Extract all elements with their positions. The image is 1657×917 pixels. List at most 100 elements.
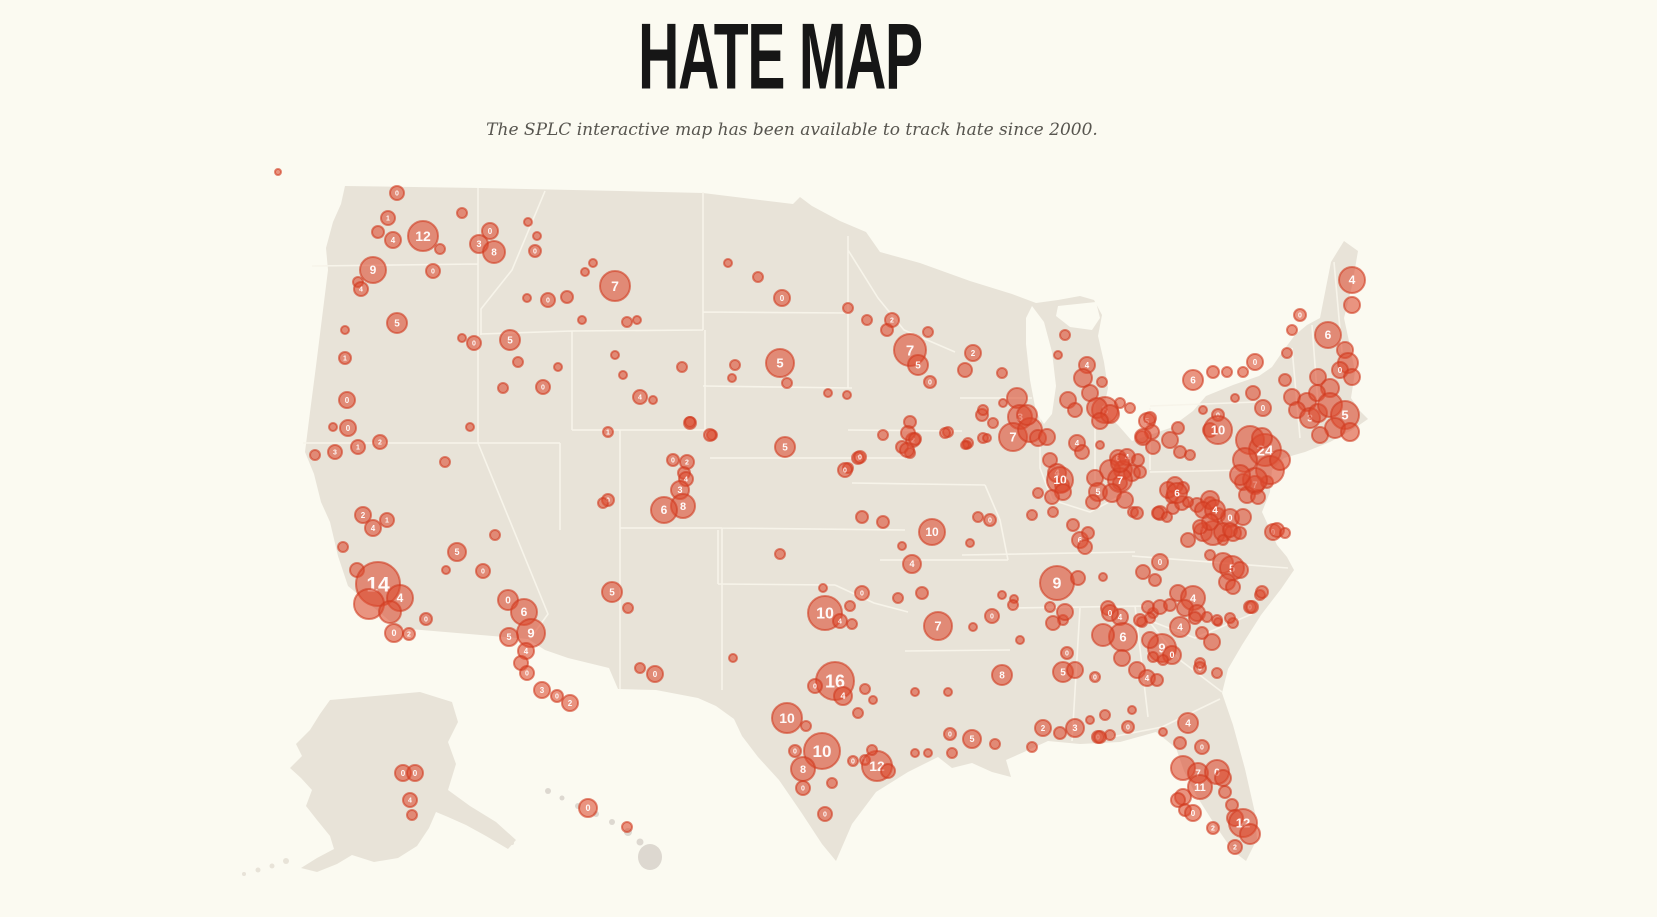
hate-group-marker[interactable] bbox=[622, 602, 634, 614]
hate-group-marker[interactable] bbox=[847, 755, 859, 767]
hate-group-marker[interactable] bbox=[1145, 439, 1161, 455]
hate-group-marker[interactable] bbox=[599, 270, 631, 302]
hate-group-marker[interactable] bbox=[852, 707, 864, 719]
hate-group-marker[interactable] bbox=[1141, 631, 1159, 649]
hate-group-marker[interactable] bbox=[1233, 526, 1247, 540]
hate-group-marker[interactable] bbox=[846, 618, 858, 630]
hate-group-marker[interactable] bbox=[774, 436, 796, 458]
hate-group-marker[interactable] bbox=[1170, 792, 1186, 808]
hate-group-marker[interactable] bbox=[1066, 518, 1080, 532]
hate-group-marker[interactable] bbox=[482, 240, 506, 264]
hate-group-marker[interactable] bbox=[892, 592, 904, 604]
hate-group-marker[interactable] bbox=[855, 510, 869, 524]
hate-group-marker[interactable] bbox=[728, 653, 738, 663]
hate-group-marker[interactable] bbox=[729, 359, 741, 371]
hate-group-marker[interactable] bbox=[773, 289, 791, 307]
hate-group-marker[interactable] bbox=[765, 348, 795, 378]
hate-group-marker[interactable] bbox=[610, 350, 620, 360]
hate-group-marker[interactable] bbox=[522, 293, 532, 303]
hate-group-marker[interactable] bbox=[817, 806, 833, 822]
hate-group-marker[interactable] bbox=[790, 756, 816, 782]
hate-group-marker[interactable] bbox=[1124, 402, 1136, 414]
hate-group-marker[interactable] bbox=[338, 351, 352, 365]
hate-group-marker[interactable] bbox=[1201, 611, 1213, 623]
hate-group-marker[interactable] bbox=[1077, 539, 1093, 555]
hate-group-marker[interactable] bbox=[1204, 549, 1216, 561]
hate-group-marker[interactable] bbox=[456, 207, 468, 219]
hate-group-marker[interactable] bbox=[1245, 600, 1259, 614]
hate-group-marker[interactable] bbox=[441, 565, 451, 575]
hate-group-marker[interactable] bbox=[826, 777, 838, 789]
hate-group-marker[interactable] bbox=[402, 792, 418, 808]
hate-group-marker[interactable] bbox=[1059, 329, 1071, 341]
hate-group-marker[interactable] bbox=[1269, 449, 1291, 471]
hate-group-marker[interactable] bbox=[1053, 726, 1067, 740]
hate-group-marker[interactable] bbox=[1203, 415, 1233, 445]
hate-group-marker[interactable] bbox=[447, 542, 467, 562]
hate-group-marker[interactable] bbox=[923, 748, 933, 758]
hate-group-marker[interactable] bbox=[532, 231, 542, 241]
hate-group-marker[interactable] bbox=[807, 678, 823, 694]
hate-group-marker[interactable] bbox=[364, 519, 382, 537]
hate-group-marker[interactable] bbox=[774, 548, 786, 560]
hate-group-marker[interactable] bbox=[389, 185, 405, 201]
hate-group-marker[interactable] bbox=[1143, 411, 1157, 425]
hate-group-marker[interactable] bbox=[519, 665, 535, 681]
hate-group-marker[interactable] bbox=[1184, 449, 1196, 461]
hate-group-marker[interactable] bbox=[1135, 564, 1151, 580]
hate-group-marker[interactable] bbox=[1188, 611, 1202, 625]
hate-group-marker[interactable] bbox=[842, 390, 852, 400]
hate-group-marker[interactable] bbox=[386, 312, 408, 334]
hate-group-marker[interactable] bbox=[1147, 651, 1159, 663]
hate-group-marker[interactable] bbox=[676, 361, 688, 373]
hate-group-marker[interactable] bbox=[1127, 705, 1137, 715]
hate-group-marker[interactable] bbox=[650, 496, 678, 524]
hate-group-marker[interactable] bbox=[1026, 741, 1038, 753]
hate-group-marker[interactable] bbox=[354, 506, 372, 524]
hate-group-marker[interactable] bbox=[982, 433, 992, 443]
hate-group-marker[interactable] bbox=[1286, 324, 1298, 336]
hate-group-marker[interactable] bbox=[1133, 465, 1147, 479]
hate-group-marker[interactable] bbox=[550, 689, 564, 703]
hate-group-marker[interactable] bbox=[528, 244, 542, 258]
hate-group-marker[interactable] bbox=[968, 622, 978, 632]
hate-group-marker[interactable] bbox=[1293, 308, 1307, 322]
hate-group-marker[interactable] bbox=[1091, 623, 1115, 647]
hate-group-marker[interactable] bbox=[523, 217, 533, 227]
hate-group-marker[interactable] bbox=[533, 681, 551, 699]
hate-group-marker[interactable] bbox=[1113, 649, 1131, 667]
hate-group-marker[interactable] bbox=[1144, 612, 1156, 624]
hate-group-marker[interactable] bbox=[1053, 350, 1063, 360]
hate-group-marker[interactable] bbox=[866, 744, 878, 756]
hate-group-marker[interactable] bbox=[1281, 347, 1293, 359]
hate-group-marker[interactable] bbox=[1085, 715, 1095, 725]
hate-group-marker[interactable] bbox=[842, 302, 854, 314]
hate-group-marker[interactable] bbox=[1221, 366, 1233, 378]
hate-group-marker[interactable] bbox=[1015, 635, 1025, 645]
hate-group-marker[interactable] bbox=[943, 727, 957, 741]
hate-group-marker[interactable] bbox=[588, 258, 598, 268]
hate-group-marker[interactable] bbox=[833, 686, 853, 706]
hate-group-marker[interactable] bbox=[384, 623, 404, 643]
hate-group-marker[interactable] bbox=[1085, 494, 1101, 510]
hate-group-marker[interactable] bbox=[684, 416, 696, 428]
hate-group-marker[interactable] bbox=[1032, 487, 1044, 499]
hate-group-marker[interactable] bbox=[823, 388, 833, 398]
hate-group-marker[interactable] bbox=[910, 748, 920, 758]
hate-group-marker[interactable] bbox=[1227, 839, 1243, 855]
hate-group-marker[interactable] bbox=[998, 398, 1008, 408]
hate-group-marker[interactable] bbox=[899, 442, 915, 458]
hate-group-marker[interactable] bbox=[972, 511, 984, 523]
hate-group-marker[interactable] bbox=[1073, 368, 1093, 388]
hate-group-marker[interactable] bbox=[795, 780, 811, 796]
hate-group-marker[interactable] bbox=[406, 764, 424, 782]
hate-group-marker[interactable] bbox=[727, 373, 737, 383]
hate-group-marker[interactable] bbox=[646, 665, 664, 683]
hate-group-marker[interactable] bbox=[1110, 453, 1130, 473]
hate-group-marker[interactable] bbox=[497, 382, 509, 394]
hate-group-marker[interactable] bbox=[274, 168, 282, 176]
hate-group-marker[interactable] bbox=[1206, 821, 1220, 835]
hate-group-marker[interactable] bbox=[402, 627, 416, 641]
hate-group-marker[interactable] bbox=[1230, 393, 1240, 403]
